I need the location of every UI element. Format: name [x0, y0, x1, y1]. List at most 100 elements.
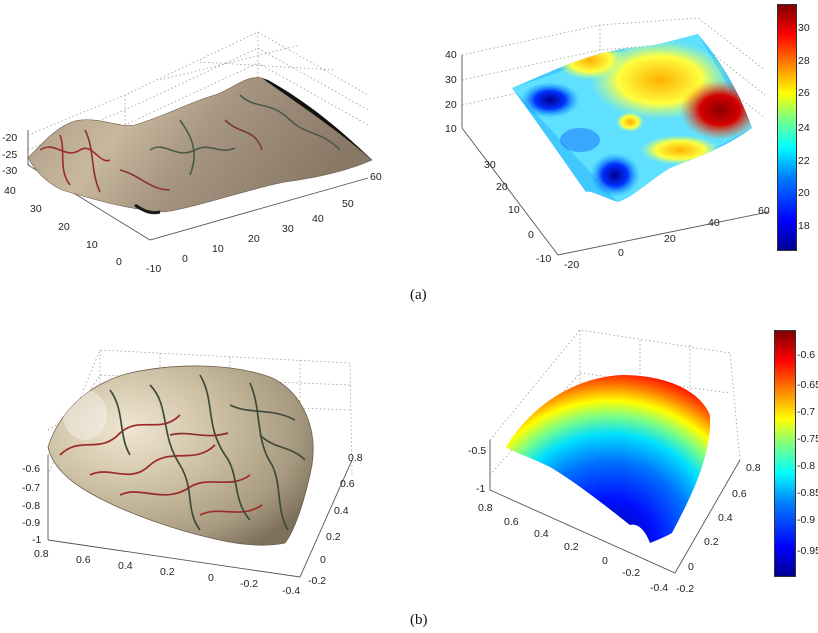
x-tick: 50	[342, 198, 354, 210]
colorbar-tick: 22	[798, 155, 810, 167]
z-ticks-b-left: -0.6 -0.7 -0.8 -0.9 -1	[22, 463, 41, 546]
plot-a-left: -30 -25 -20 40 30 20 10 0 -10 0 10 20 30…	[2, 31, 382, 275]
y-tick: -10	[536, 253, 551, 265]
x-tick: -20	[564, 259, 579, 271]
plot-b-left: -0.6 -0.7 -0.8 -0.9 -1 0.8 0.6 0.4 0.2 0…	[22, 349, 363, 597]
y-tick: -0.2	[676, 583, 694, 595]
z-tick: -25	[2, 149, 17, 161]
y-tick: 0.8	[348, 452, 363, 464]
z-tick: -0.7	[22, 482, 40, 494]
colorbar-tick: 20	[798, 187, 810, 199]
y-ticks-b-right: -0.2 0 0.2 0.4 0.6 0.8	[676, 462, 761, 595]
y-tick: 0.8	[746, 462, 761, 474]
colorbar-tick: -0.95	[797, 545, 818, 557]
colorbar-tick: 26	[798, 87, 810, 99]
y-ticks-a-left: 40 30 20 10 0	[4, 185, 122, 268]
z-ticks-a-right: 10 20 30 40	[445, 49, 457, 135]
y-tick: 30	[484, 159, 496, 171]
x-tick: 60	[370, 171, 382, 183]
x-ticks-a-right: -20 0 20 40 60	[564, 205, 770, 271]
z-tick: -1	[476, 483, 485, 495]
y-tick: 0.4	[718, 512, 733, 524]
x-tick: 0	[208, 572, 214, 584]
surface-b-right	[506, 375, 711, 543]
x-tick: 30	[282, 223, 294, 235]
colorbar-a	[777, 4, 797, 251]
x-tick: 0.6	[76, 554, 91, 566]
x-tick: 0	[602, 555, 608, 567]
y-tick: 0	[688, 561, 694, 573]
colorbar-tick: 24	[798, 122, 810, 134]
y-tick: 10	[508, 204, 520, 216]
z-ticks-a-left: -30 -25 -20	[2, 132, 17, 177]
z-tick: -1	[32, 534, 41, 546]
plot-a-right: 10 20 30 40 30 20 10 0 -10 -20 0 20 40 6…	[445, 17, 770, 271]
colorbar-tick: -0.65	[797, 379, 818, 391]
colorbar-b	[774, 330, 796, 577]
x-ticks-b-left: 0.8 0.6 0.4 0.2 0 -0.2 -0.4	[34, 548, 300, 597]
colorbar-b-ticks: -0.6 -0.65 -0.7 -0.75 -0.8 -0.85 -0.9 -0…	[797, 349, 818, 557]
y-tick: 0	[320, 554, 326, 566]
z-tick: 10	[445, 123, 457, 135]
vessels-a-left	[39, 94, 341, 193]
x-tick: -10	[146, 263, 161, 275]
y-tick: 0	[528, 229, 534, 241]
x-tick: 0.8	[34, 548, 49, 560]
x-tick: 0.2	[564, 541, 579, 553]
x-tick: -0.2	[240, 578, 258, 590]
x-tick: 60	[758, 205, 770, 217]
x-tick: 0	[182, 253, 188, 265]
surface-b-left	[47, 365, 314, 546]
y-ticks-b-left: -0.2 0 0.2 0.4 0.6 0.8	[308, 452, 363, 587]
y-tick: 10	[86, 239, 98, 251]
x-tick: 0.2	[160, 566, 175, 578]
colorbar-tick: -0.6	[797, 349, 815, 361]
z-tick: -0.6	[22, 463, 40, 475]
z-tick: -20	[2, 132, 17, 144]
surface-a-left	[27, 77, 373, 215]
x-ticks-b-right: 0.8 0.6 0.4 0.2 0 -0.2 -0.4	[478, 502, 668, 594]
x-tick: -0.2	[622, 567, 640, 579]
x-tick: 20	[664, 233, 676, 245]
z-ticks-b-right: -0.5 -1	[468, 445, 486, 495]
y-tick: 0.2	[326, 531, 341, 543]
x-tick: -0.4	[282, 585, 300, 597]
plot-b-right: -0.5 -1 0.8 0.6 0.4 0.2 0 -0.2 -0.4 -0.2…	[468, 329, 761, 595]
grid-box-a-right	[461, 17, 769, 256]
z-tick: -0.5	[468, 445, 486, 457]
y-tick: 20	[58, 221, 70, 233]
vessels-b-left	[59, 374, 306, 531]
colorbar-tick: -0.85	[797, 487, 818, 499]
z-tick: -30	[2, 165, 17, 177]
x-tick: 0.4	[118, 560, 133, 572]
surface-a-right	[512, 34, 752, 202]
x-ticks-a-left: -10 0 10 20 30 40 50 60	[146, 171, 382, 275]
y-tick: 0.4	[334, 505, 349, 517]
x-tick: -0.4	[650, 582, 668, 594]
y-tick: 0.2	[704, 536, 719, 548]
z-tick: 20	[445, 99, 457, 111]
y-tick: 0	[116, 256, 122, 268]
y-tick: 30	[30, 203, 42, 215]
x-tick: 40	[708, 217, 720, 229]
colorbar-a-ticks: 30 28 26 24 22 20 18	[798, 22, 810, 232]
colorbar-tick: -0.7	[797, 406, 815, 418]
y-tick: -0.2	[308, 575, 326, 587]
colorbar-tick: -0.9	[797, 514, 815, 526]
z-tick: 40	[445, 49, 457, 61]
x-tick: 20	[248, 233, 260, 245]
x-tick: 40	[312, 213, 324, 225]
y-tick: 40	[4, 185, 16, 197]
colorbar-tick: 30	[798, 22, 810, 34]
z-tick: -0.8	[22, 500, 40, 512]
x-tick: 0.4	[534, 528, 549, 540]
x-tick: 0	[618, 247, 624, 259]
x-tick: 0.6	[504, 516, 519, 528]
colorbar-tick: 28	[798, 55, 810, 67]
caption-b: (b)	[410, 612, 428, 628]
y-tick: 0.6	[732, 488, 747, 500]
z-tick: 30	[445, 74, 457, 86]
colorbar-tick: -0.75	[797, 433, 818, 445]
colorbar-tick: 18	[798, 220, 810, 232]
colorbar-tick: -0.8	[797, 460, 815, 472]
